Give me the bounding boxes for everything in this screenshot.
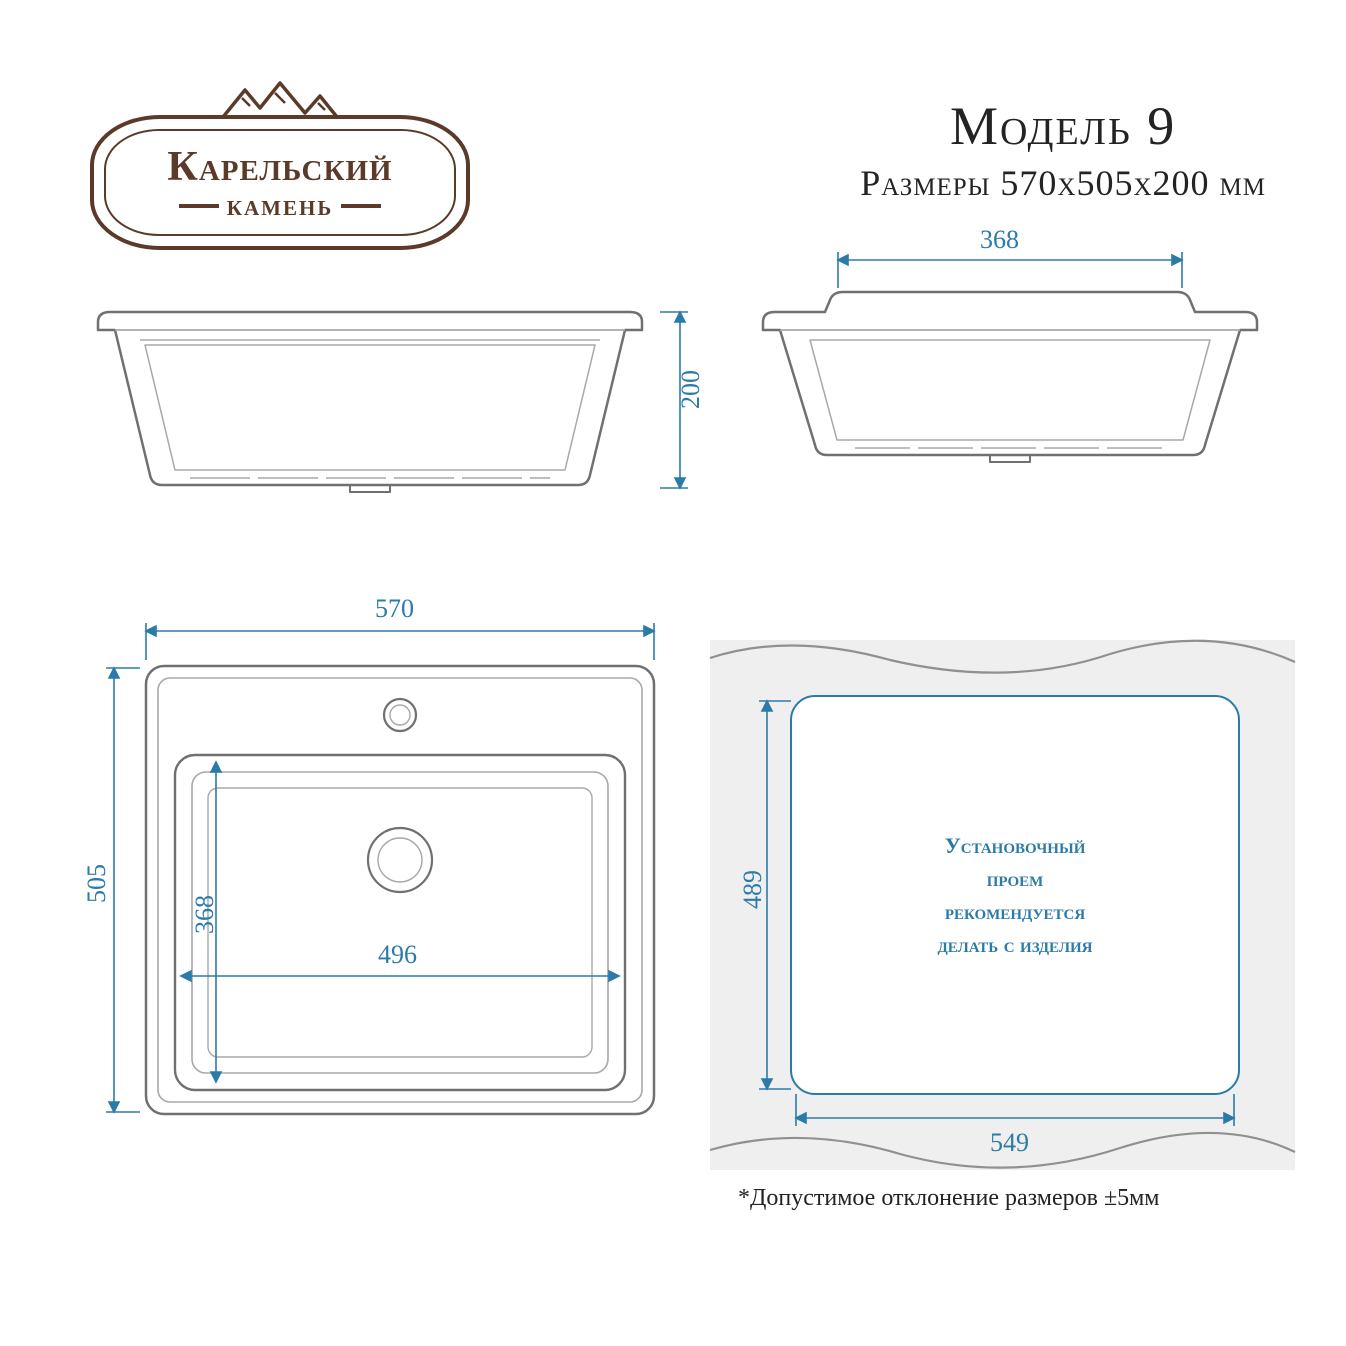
side-view-2 — [755, 270, 1265, 470]
side-view-1 — [90, 300, 650, 500]
dim-489-label: 489 — [738, 870, 768, 909]
logo-line2: камень — [179, 189, 381, 223]
model-dimensions: Размеры 570х505х200 мм — [860, 162, 1266, 204]
tolerance-footnote: *Допустимое отклонение размеров ±5мм — [738, 1185, 1160, 1212]
brand-logo: Карельский камень — [90, 80, 470, 250]
cutout-text: Установочный проем рекомендуется делать … — [937, 829, 1092, 961]
dim-505-label: 505 — [82, 864, 112, 903]
dim-549-label: 549 — [990, 1128, 1029, 1158]
dim-368-top-label: 368 — [980, 225, 1019, 255]
dim-496-label: 496 — [378, 940, 417, 970]
dim-368-inner-label: 368 — [190, 895, 220, 934]
dim-570-label: 570 — [375, 594, 414, 624]
model-title: Модель 9 — [860, 95, 1266, 157]
title-block: Модель 9 Размеры 570х505х200 мм — [860, 95, 1266, 204]
logo-line1: Карельский — [167, 143, 392, 191]
cutout-rect: Установочный проем рекомендуется делать … — [790, 695, 1240, 1095]
dim-200-label: 200 — [676, 370, 706, 409]
